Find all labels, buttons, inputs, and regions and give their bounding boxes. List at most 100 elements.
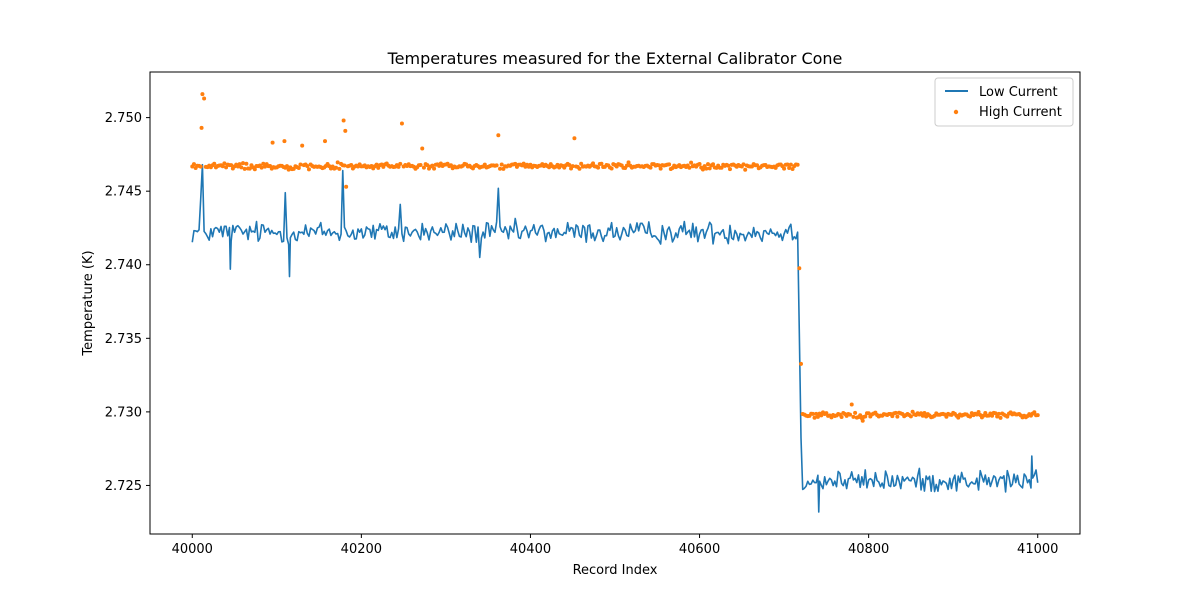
high-current-point bbox=[609, 166, 614, 171]
high-current-point bbox=[704, 166, 709, 171]
y-tick-label: 2.730 bbox=[105, 405, 142, 420]
high-current-point bbox=[252, 167, 257, 172]
high-current-point bbox=[448, 163, 453, 168]
high-current-point bbox=[895, 414, 900, 419]
legend-label-low-current: Low Current bbox=[979, 85, 1058, 100]
high-current-point bbox=[706, 162, 710, 167]
high-current-point bbox=[284, 164, 289, 169]
high-current-point bbox=[570, 164, 575, 169]
high-current-point bbox=[741, 162, 746, 167]
high-current-point bbox=[700, 167, 705, 172]
high-current-point bbox=[839, 415, 844, 420]
high-current-point bbox=[755, 163, 760, 168]
low-current-line bbox=[191, 163, 1039, 513]
high-current-point bbox=[496, 133, 501, 138]
high-current-point bbox=[956, 415, 961, 420]
high-current-point bbox=[482, 162, 487, 167]
legend-box bbox=[934, 77, 1074, 127]
high-current-point bbox=[198, 164, 203, 169]
high-current-point bbox=[335, 160, 340, 165]
high-current-point bbox=[799, 361, 803, 366]
high-current-point bbox=[374, 162, 379, 167]
y-tick-label: 2.735 bbox=[105, 332, 142, 347]
high-current-point bbox=[282, 139, 287, 144]
high-current-point bbox=[200, 92, 205, 97]
high-current-point bbox=[241, 161, 245, 166]
high-current-point bbox=[648, 165, 653, 170]
high-current-point bbox=[849, 402, 854, 407]
high-current-point bbox=[596, 165, 601, 170]
high-current-point bbox=[432, 166, 437, 171]
high-current-point bbox=[944, 414, 949, 419]
high-current-point bbox=[261, 161, 266, 166]
high-current-point bbox=[599, 161, 604, 166]
x-tick-label: 41000 bbox=[1017, 542, 1058, 557]
high-current-point bbox=[418, 162, 423, 167]
high-current-point bbox=[853, 410, 858, 415]
high-current-point bbox=[591, 161, 596, 166]
high-current-point bbox=[1005, 414, 1010, 419]
high-current-point bbox=[337, 166, 342, 171]
high-current-point bbox=[1032, 410, 1037, 415]
high-current-point bbox=[298, 162, 303, 167]
x-axis-label: Record Index bbox=[573, 563, 658, 578]
high-current-point bbox=[305, 164, 310, 169]
high-current-point bbox=[656, 163, 661, 168]
high-current-point bbox=[521, 161, 526, 166]
high-current-point bbox=[719, 165, 724, 170]
high-current-point bbox=[547, 165, 552, 170]
x-tick-label: 40400 bbox=[510, 542, 551, 557]
high-current-point bbox=[421, 165, 426, 170]
legend-dot-swatch bbox=[953, 109, 959, 115]
high-current-point bbox=[229, 163, 234, 168]
low-current-series bbox=[191, 163, 1039, 513]
high-current-point bbox=[727, 167, 732, 172]
high-current-point bbox=[212, 161, 217, 166]
high-current-point bbox=[815, 414, 820, 419]
high-current-point bbox=[247, 166, 252, 171]
high-current-point bbox=[296, 165, 301, 170]
high-current-point bbox=[893, 410, 898, 415]
high-current-point bbox=[425, 163, 430, 168]
y-tick-label: 2.750 bbox=[105, 111, 142, 126]
high-current-point bbox=[787, 165, 792, 170]
high-current-point bbox=[863, 414, 868, 419]
high-current-point bbox=[810, 411, 815, 416]
high-current-point bbox=[990, 413, 995, 418]
high-current-point bbox=[812, 415, 817, 420]
high-current-point bbox=[499, 162, 504, 167]
high-current-point bbox=[344, 184, 349, 189]
high-current-point bbox=[908, 414, 913, 419]
x-axis: 40000 40200 40400 40600 40800 41000 bbox=[172, 534, 1058, 557]
high-current-point bbox=[1035, 413, 1040, 418]
high-current-point bbox=[667, 162, 672, 167]
high-current-point bbox=[743, 167, 748, 172]
high-current-point bbox=[819, 413, 824, 418]
high-current-point bbox=[239, 165, 244, 170]
high-current-point bbox=[797, 266, 802, 271]
y-axis-label: Temperature (K) bbox=[81, 250, 96, 356]
high-current-point bbox=[860, 418, 865, 423]
high-current-point bbox=[976, 410, 981, 414]
high-current-point bbox=[202, 96, 207, 101]
x-tick-label: 40200 bbox=[341, 542, 382, 557]
high-current-point bbox=[689, 160, 694, 165]
high-current-point bbox=[199, 125, 204, 130]
high-current-point bbox=[513, 161, 518, 166]
high-current-point bbox=[567, 162, 572, 167]
x-tick-label: 40800 bbox=[848, 542, 889, 557]
high-current-point bbox=[577, 166, 582, 171]
high-current-point bbox=[323, 139, 328, 144]
high-current-point bbox=[191, 162, 196, 167]
y-tick-label: 2.745 bbox=[105, 185, 142, 200]
y-tick-label: 2.740 bbox=[105, 258, 142, 273]
high-current-point bbox=[785, 162, 790, 167]
high-current-point bbox=[858, 413, 863, 418]
high-current-point bbox=[398, 161, 403, 166]
high-current-point bbox=[399, 121, 404, 126]
y-tick-label: 2.725 bbox=[105, 479, 142, 494]
high-current-point bbox=[498, 166, 503, 171]
high-current-series bbox=[190, 92, 1040, 423]
high-current-point bbox=[814, 411, 819, 416]
x-tick-label: 40600 bbox=[679, 542, 720, 557]
